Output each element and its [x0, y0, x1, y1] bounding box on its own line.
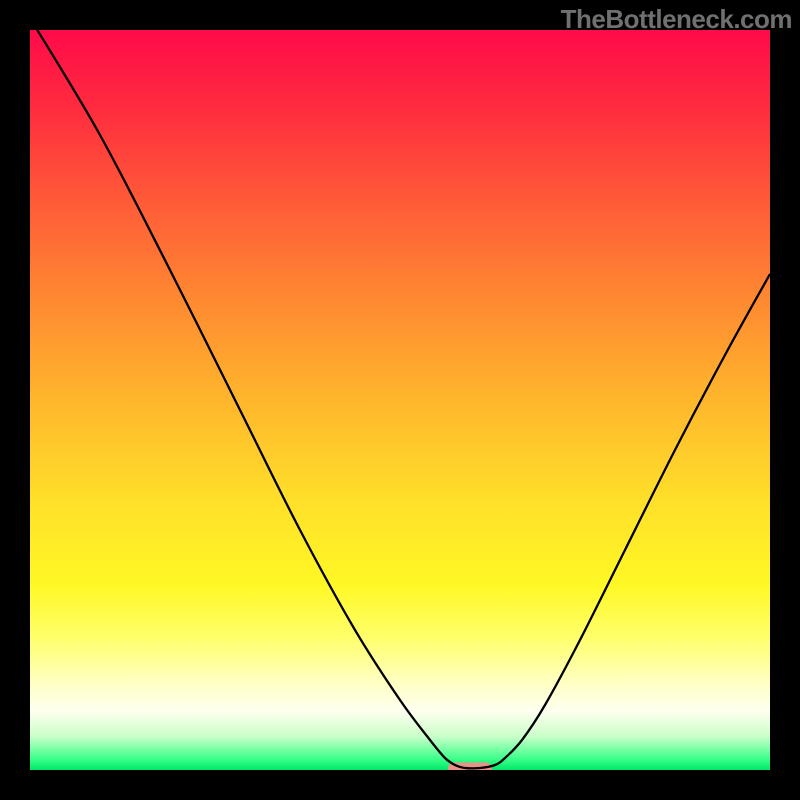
gradient-background	[30, 30, 770, 770]
bottleneck-chart	[0, 0, 800, 800]
watermark-text: TheBottleneck.com	[561, 4, 792, 35]
